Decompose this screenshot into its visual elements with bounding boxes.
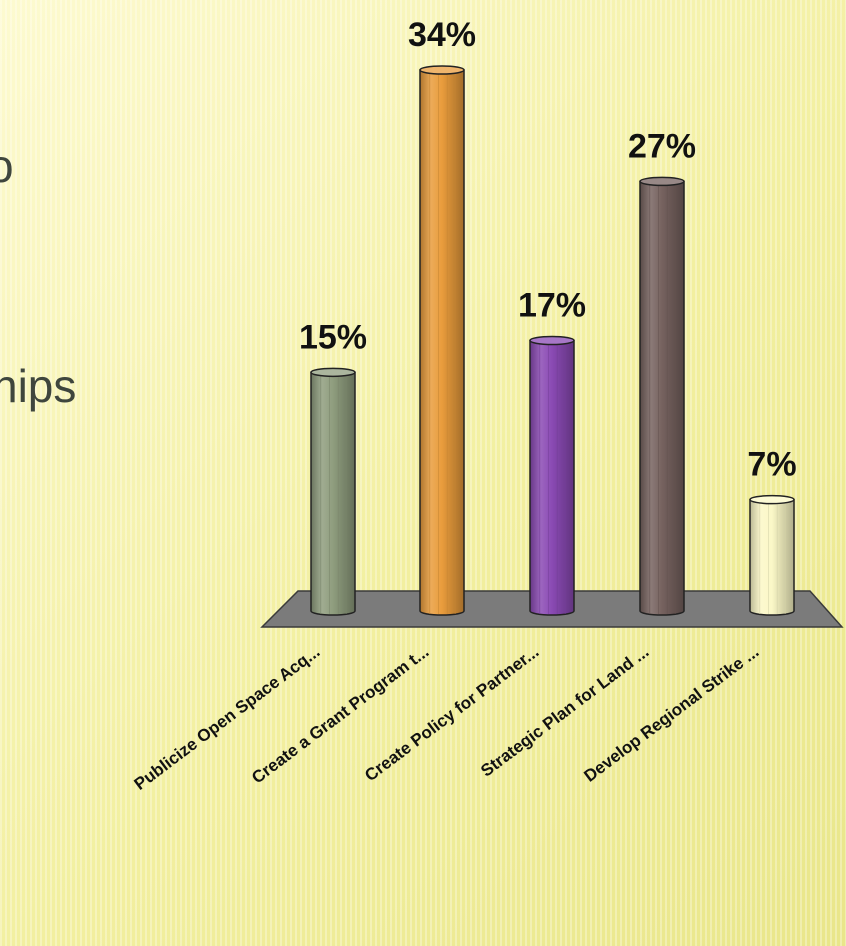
bar-2 xyxy=(419,69,465,616)
bar-1 xyxy=(310,371,356,616)
bar-5-top xyxy=(749,494,795,505)
value-label-1: 15% xyxy=(299,318,367,356)
category-label-2: Create a Grant Program t... xyxy=(248,642,432,787)
category-label-3: Create Policy for Partner... xyxy=(361,642,542,785)
bar-2-top xyxy=(419,65,465,75)
bar-3 xyxy=(529,339,575,616)
category-label-1: Publicize Open Space Acq... xyxy=(131,642,324,794)
category-label-5: Develop Regional Strike ... xyxy=(580,642,762,786)
value-label-2: 34% xyxy=(408,16,476,54)
bar-1-top xyxy=(310,367,356,378)
bar-3-top xyxy=(529,335,575,346)
value-label-4: 27% xyxy=(628,127,696,165)
value-label-3: 17% xyxy=(518,287,586,325)
bar-4-top xyxy=(639,176,685,187)
slide-text-fragment: o xyxy=(0,140,14,192)
slide-text-fragment: hips xyxy=(0,360,77,412)
bar-4 xyxy=(639,180,685,616)
bar-5 xyxy=(749,498,795,616)
value-label-5: 7% xyxy=(747,446,796,484)
